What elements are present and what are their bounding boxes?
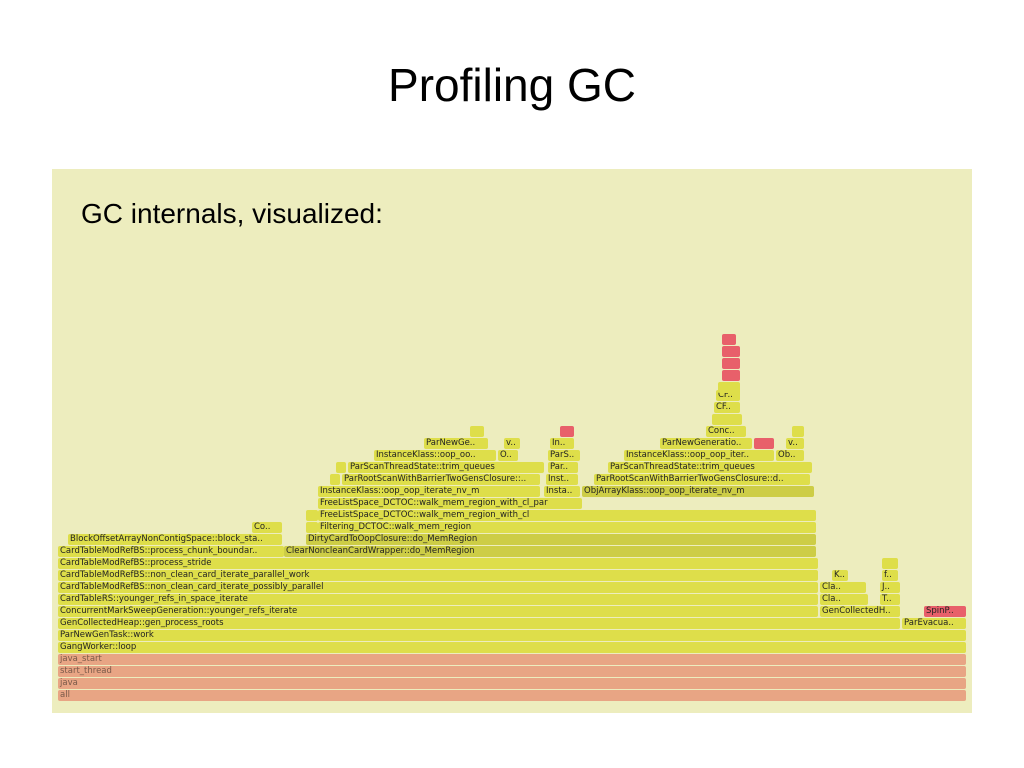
- stack-frame[interactable]: [722, 346, 740, 357]
- stack-frame-gencollectedh[interactable]: GenCollectedH..: [820, 606, 900, 617]
- stack-frame[interactable]: [330, 474, 340, 485]
- stack-frame-pars[interactable]: ParS..: [548, 450, 580, 461]
- stack-frame-cardtablemodrefbs-non-clean-card-iterate-parallel-work[interactable]: CardTableModRefBS::non_clean_card_iterat…: [58, 570, 818, 581]
- stack-frame-cla[interactable]: Cla..: [820, 594, 868, 605]
- stack-frame-f[interactable]: f..: [882, 570, 898, 581]
- stack-frame-t[interactable]: T..: [880, 594, 900, 605]
- stack-frame-j[interactable]: J..: [880, 582, 900, 593]
- stack-frame-cardtablers-younger-refs-in-space-iterate[interactable]: CardTableRS::younger_refs_in_space_itera…: [58, 594, 818, 605]
- stack-frame-objarrayklass-oop-oop-iterate-nv-m[interactable]: ObjArrayKlass::oop_oop_iterate_nv_m: [582, 486, 814, 497]
- stack-frame[interactable]: [722, 358, 740, 369]
- stack-frame-ob[interactable]: Ob..: [776, 450, 804, 461]
- stack-frame-co[interactable]: Co..: [252, 522, 282, 533]
- stack-frame-freelistspace-dctoc-walk-mem-region-with-cl-par[interactable]: FreeListSpace_DCTOC::walk_mem_region_wit…: [318, 498, 582, 509]
- stack-frame-k[interactable]: K..: [832, 570, 848, 581]
- stack-frame-gencollectedheap-gen-process-roots[interactable]: GenCollectedHeap::gen_process_roots: [58, 618, 900, 629]
- stack-frame-gangworker-loop[interactable]: GangWorker::loop: [58, 642, 966, 653]
- stack-frame-par[interactable]: Par..: [548, 462, 578, 473]
- stack-frame-cardtablemodrefbs-non-clean-card-iterate-possibly-parallel[interactable]: CardTableModRefBS::non_clean_card_iterat…: [58, 582, 818, 593]
- stack-frame-cf[interactable]: CF..: [714, 402, 740, 413]
- stack-frame-concurrentmarksweepgeneration-younger-refs-iterate[interactable]: ConcurrentMarkSweepGeneration::younger_r…: [58, 606, 818, 617]
- stack-frame[interactable]: [470, 426, 484, 437]
- stack-frame[interactable]: [792, 426, 804, 437]
- stack-frame[interactable]: [722, 334, 736, 345]
- stack-frame-parrootscanwithbarriertwogensclosure[interactable]: ParRootScanWithBarrierTwoGensClosure::..: [342, 474, 540, 485]
- stack-frame[interactable]: [718, 382, 740, 393]
- stack-frame[interactable]: [306, 510, 318, 521]
- stack-frame-v[interactable]: v..: [786, 438, 804, 449]
- slide-title: Profiling GC: [388, 59, 636, 111]
- stack-frame-blockoffsetarraynoncontigspace-block-sta[interactable]: BlockOffsetArrayNonContigSpace::block_st…: [68, 534, 282, 545]
- stack-frame-in[interactable]: In..: [550, 438, 574, 449]
- stack-frame-freelistspace-dctoc-walk-mem-region-with-cl[interactable]: FreeListSpace_DCTOC::walk_mem_region_wit…: [318, 510, 816, 521]
- stack-frame-parnewgentask-work[interactable]: ParNewGenTask::work: [58, 630, 966, 641]
- stack-frame-v[interactable]: v..: [504, 438, 520, 449]
- stack-frame-conc[interactable]: Conc..: [706, 426, 746, 437]
- stack-frame-cardtablemodrefbs-process-chunk-boundar[interactable]: CardTableModRefBS::process_chunk_boundar…: [58, 546, 284, 557]
- stack-frame-parscanthreadstate-trim-queues[interactable]: ParScanThreadState::trim_queues: [348, 462, 544, 473]
- stack-frame-java-start[interactable]: java_start: [58, 654, 966, 665]
- stack-frame-cardtablemodrefbs-process-stride[interactable]: CardTableModRefBS::process_stride: [58, 558, 818, 569]
- stack-frame-clearnoncleancardwrapper-do-memregion[interactable]: ClearNoncleanCardWrapper::do_MemRegion: [284, 546, 816, 557]
- stack-frame-parnewge[interactable]: ParNewGe..: [424, 438, 488, 449]
- stack-frame-parnewgeneratio[interactable]: ParNewGeneratio..: [660, 438, 752, 449]
- stack-frame-java[interactable]: java: [58, 678, 966, 689]
- stack-frame-parscanthreadstate-trim-queues[interactable]: ParScanThreadState::trim_queues: [608, 462, 812, 473]
- stack-frame-spinp[interactable]: SpinP..: [924, 606, 966, 617]
- stack-frame[interactable]: [306, 522, 318, 533]
- stack-frame-start-thread[interactable]: start_thread: [58, 666, 966, 677]
- stack-frame[interactable]: [754, 438, 774, 449]
- stack-frame-filtering-dctoc-walk-mem-region[interactable]: Filtering_DCTOC::walk_mem_region: [318, 522, 816, 533]
- stack-frame-parrootscanwithbarriertwogensclosure-d[interactable]: ParRootScanWithBarrierTwoGensClosure::d.…: [594, 474, 810, 485]
- stack-frame-instanceklass-oop-oo[interactable]: InstanceKlass::oop_oo..: [374, 450, 496, 461]
- stack-frame-inst[interactable]: Inst..: [546, 474, 578, 485]
- stack-frame[interactable]: [722, 370, 740, 381]
- stack-frame-insta[interactable]: Insta..: [544, 486, 580, 497]
- stack-frame[interactable]: [336, 462, 346, 473]
- stack-frame-instanceklass-oop-oop-iter[interactable]: InstanceKlass::oop_oop_iter..: [624, 450, 774, 461]
- stack-frame-instanceklass-oop-oop-iterate-nv-m[interactable]: InstanceKlass::oop_oop_iterate_nv_m: [318, 486, 540, 497]
- stack-frame-all[interactable]: all: [58, 690, 966, 701]
- stack-frame[interactable]: [712, 414, 742, 425]
- stack-frame-dirtycardtooopclosure-do-memregion[interactable]: DirtyCardToOopClosure::do_MemRegion: [306, 534, 816, 545]
- stack-frame-o[interactable]: O..: [498, 450, 518, 461]
- stack-frame[interactable]: [560, 426, 574, 437]
- stack-frame[interactable]: [882, 558, 898, 569]
- stack-frame-parevacua[interactable]: ParEvacua..: [902, 618, 966, 629]
- panel-subtitle: GC internals, visualized:: [81, 198, 383, 229]
- stack-frame-cf[interactable]: CF..: [716, 390, 740, 401]
- stack-frame-cla[interactable]: Cla..: [820, 582, 866, 593]
